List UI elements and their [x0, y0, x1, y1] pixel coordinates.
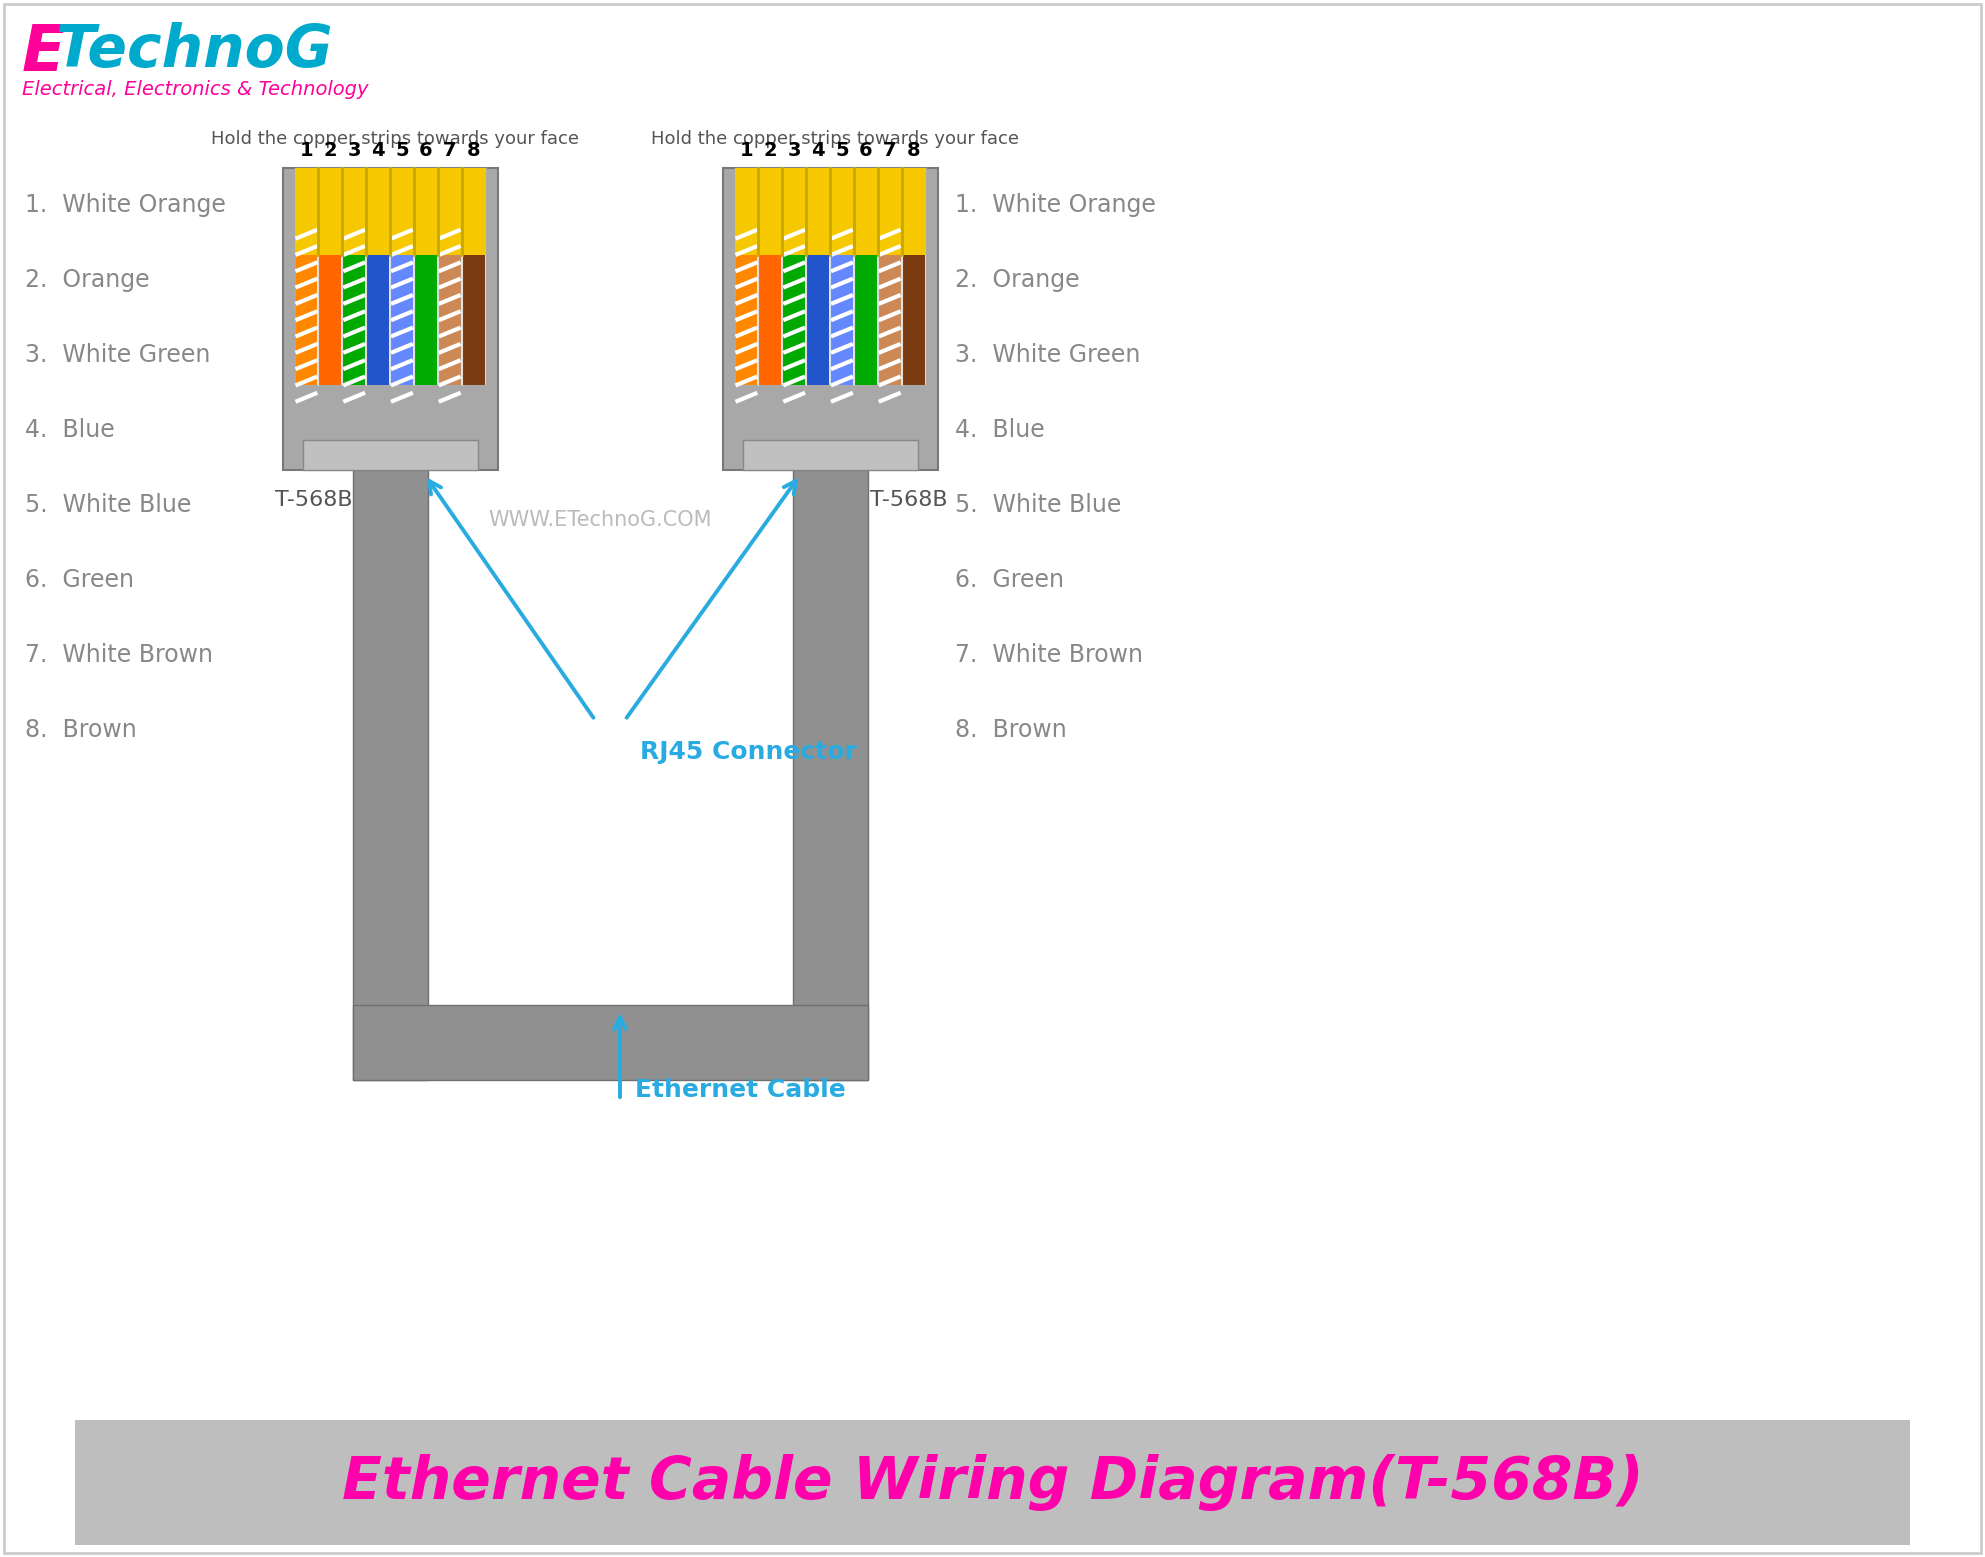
Bar	[415, 255, 437, 386]
Text: 4: 4	[812, 142, 826, 160]
Text: 2.  Orange: 2. Orange	[26, 268, 149, 293]
Bar	[320, 255, 341, 386]
Bar	[742, 439, 917, 470]
Text: Ethernet Cable Wiring Diagram(T-568B): Ethernet Cable Wiring Diagram(T-568B)	[341, 1454, 1644, 1510]
Bar	[734, 168, 925, 386]
Text: 6: 6	[419, 142, 433, 160]
Bar	[353, 470, 427, 1081]
Text: Hold the copper strips towards your face: Hold the copper strips towards your face	[210, 129, 580, 148]
Bar	[856, 255, 877, 386]
Text: 2: 2	[764, 142, 776, 160]
Text: 8: 8	[466, 142, 480, 160]
Bar	[723, 168, 937, 470]
Text: 4.  Blue: 4. Blue	[955, 417, 1044, 442]
Bar	[734, 168, 925, 255]
Bar	[353, 1004, 867, 1081]
Bar	[463, 255, 484, 386]
Text: 1: 1	[300, 142, 314, 160]
Bar	[391, 255, 413, 386]
Text: Electrical, Electronics & Technology: Electrical, Electronics & Technology	[22, 79, 369, 100]
Text: TechnoG: TechnoG	[56, 22, 333, 79]
Text: 6.  Green: 6. Green	[955, 568, 1064, 592]
Bar	[832, 255, 854, 386]
Text: 3.  White Green: 3. White Green	[955, 343, 1139, 367]
Bar	[294, 168, 486, 255]
Text: 1.  White Orange: 1. White Orange	[955, 193, 1155, 216]
Text: T-568B: T-568B	[869, 490, 949, 511]
Text: 4.  Blue: 4. Blue	[26, 417, 115, 442]
Text: 6.  Green: 6. Green	[26, 568, 135, 592]
Text: 5.  White Blue: 5. White Blue	[955, 494, 1122, 517]
Bar	[282, 168, 498, 470]
Bar	[439, 255, 461, 386]
Text: 8.  Brown: 8. Brown	[26, 718, 137, 743]
Text: 5: 5	[395, 142, 409, 160]
Text: WWW.ETechnoG.COM: WWW.ETechnoG.COM	[488, 511, 713, 529]
Text: 3: 3	[788, 142, 800, 160]
Text: 5.  White Blue: 5. White Blue	[26, 494, 191, 517]
Text: 4: 4	[371, 142, 385, 160]
Text: 7: 7	[883, 142, 897, 160]
Text: 1: 1	[740, 142, 752, 160]
Bar	[294, 168, 486, 386]
Bar	[792, 470, 867, 1081]
Text: 2.  Orange: 2. Orange	[955, 268, 1080, 293]
Text: 6: 6	[860, 142, 873, 160]
Text: 7: 7	[443, 142, 457, 160]
Text: 7.  White Brown: 7. White Brown	[955, 643, 1143, 666]
Text: RJ45 Connector: RJ45 Connector	[639, 740, 858, 764]
Bar	[784, 255, 806, 386]
Text: T-568B: T-568B	[276, 490, 353, 511]
Bar	[302, 439, 478, 470]
Text: 7.  White Brown: 7. White Brown	[26, 643, 212, 666]
Text: E: E	[22, 22, 66, 84]
Bar	[343, 255, 365, 386]
Bar	[760, 255, 782, 386]
Bar	[903, 255, 925, 386]
Text: 3.  White Green: 3. White Green	[26, 343, 210, 367]
Bar	[736, 255, 758, 386]
Text: Ethernet Cable: Ethernet Cable	[635, 1077, 846, 1102]
Text: 8: 8	[907, 142, 921, 160]
Text: 8.  Brown: 8. Brown	[955, 718, 1066, 743]
Bar	[879, 255, 901, 386]
Text: 2: 2	[324, 142, 337, 160]
Text: Hold the copper strips towards your face: Hold the copper strips towards your face	[651, 129, 1018, 148]
Text: 3: 3	[347, 142, 361, 160]
Bar	[808, 255, 830, 386]
Bar	[367, 255, 389, 386]
Text: 1.  White Orange: 1. White Orange	[26, 193, 226, 216]
Bar	[296, 255, 318, 386]
Text: 5: 5	[836, 142, 850, 160]
Bar	[75, 1420, 1910, 1545]
